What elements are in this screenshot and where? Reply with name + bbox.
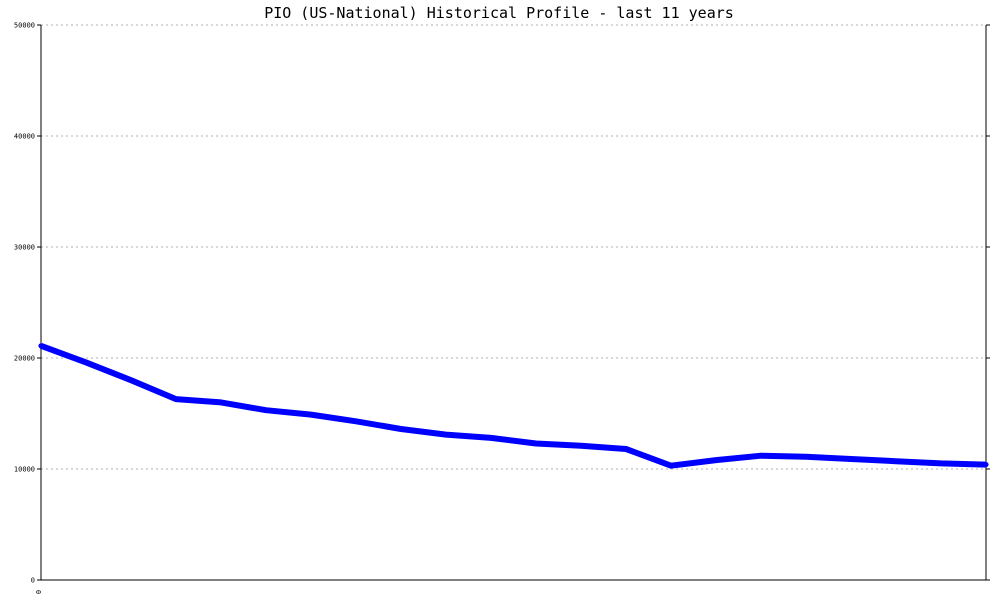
data-point — [308, 412, 314, 418]
data-point — [983, 461, 989, 468]
data-point — [758, 453, 764, 459]
data-point — [713, 457, 719, 463]
data-point — [578, 443, 584, 449]
data-point — [668, 463, 674, 469]
data-point — [938, 460, 944, 467]
data-point — [218, 399, 224, 405]
y-tick-label: 0 — [31, 577, 35, 585]
data-point — [353, 418, 359, 424]
data-point — [128, 377, 134, 383]
series-layer — [38, 342, 989, 469]
data-point — [83, 359, 89, 366]
y-tick-label: 40000 — [14, 133, 35, 141]
y-tick-label: 50000 — [14, 22, 35, 30]
data-point — [893, 458, 899, 464]
data-point — [173, 396, 179, 402]
x-tick-label: 0 — [35, 590, 43, 594]
data-point — [488, 435, 494, 441]
chart-title: PIO (US-National) Historical Profile - l… — [264, 4, 734, 22]
tick-labels: 0 10000 20000 30000 40000 50000 0 — [14, 22, 43, 595]
data-point — [803, 454, 809, 460]
data-point — [623, 446, 629, 452]
axes — [37, 24, 990, 581]
data-point — [263, 407, 269, 413]
y-tick-label: 10000 — [14, 466, 35, 474]
y-tick-label: 30000 — [14, 244, 35, 252]
data-point — [443, 431, 449, 438]
data-point — [38, 343, 44, 349]
data-point — [848, 456, 854, 462]
data-point — [398, 426, 404, 432]
series-line — [39, 342, 987, 469]
data-point — [533, 440, 539, 447]
y-tick-label: 20000 — [14, 355, 35, 363]
